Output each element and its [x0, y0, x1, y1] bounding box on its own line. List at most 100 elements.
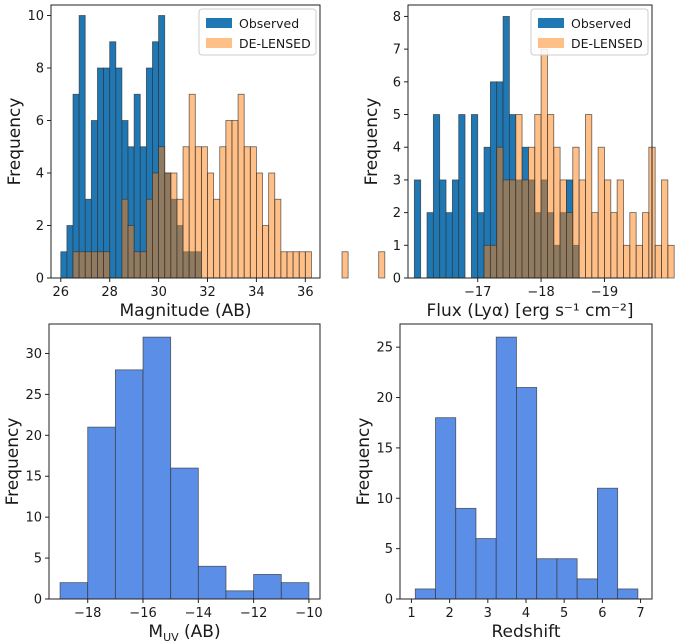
x-tick-label: 2: [445, 606, 453, 621]
y-tick-label: 15: [25, 470, 42, 485]
histogram-bar: [87, 426, 116, 600]
histogram-bar-series-1: [304, 251, 312, 279]
histogram-bar-series-1: [496, 146, 504, 279]
histogram-bar-series-1: [84, 251, 92, 279]
y-tick-label: 4: [393, 141, 401, 156]
histogram-bar-series-1: [97, 251, 104, 279]
histogram-bar-series-0: [426, 212, 434, 279]
histogram-bar-series-0: [477, 212, 485, 279]
y-tick-label: 5: [34, 552, 42, 567]
histogram-bar-series-1: [280, 251, 288, 279]
histogram-bar-series-1: [182, 146, 190, 279]
histogram-bar-series-1: [585, 114, 593, 279]
y-tick-label: 0: [34, 593, 42, 608]
histogram-bar-series-1: [286, 251, 294, 279]
legend-swatch: [538, 38, 564, 48]
histogram-bar-series-0: [78, 15, 86, 279]
y-tick-label: 10: [25, 511, 42, 526]
axes-frame: [48, 323, 321, 600]
y-axis-label: Frequency: [354, 418, 374, 506]
histogram-bar-series-0: [115, 67, 123, 279]
histogram-bar: [414, 588, 436, 600]
histogram-bar-series-1: [378, 251, 386, 279]
histogram-bar-series-1: [566, 212, 574, 279]
y-tick-label: 0: [393, 272, 401, 287]
histogram-bar: [197, 565, 227, 600]
y-tick-label: 0: [385, 593, 393, 608]
histogram-bar-series-1: [188, 93, 196, 279]
histogram-bar: [455, 507, 477, 600]
histogram-bar: [475, 538, 497, 600]
histogram-bar-series-1: [540, 48, 548, 279]
histogram-bar-series-1: [623, 244, 631, 279]
x-tick-label: −18: [527, 285, 554, 300]
histogram-bar-series-1: [635, 244, 643, 279]
histogram-bar: [516, 387, 538, 600]
y-tick-label: 25: [25, 388, 42, 403]
x-tick-label: 5: [560, 606, 568, 621]
histogram-bar-series-1: [256, 172, 263, 279]
histogram-bar-series-1: [604, 179, 612, 279]
x-tick-label: −14: [185, 606, 212, 621]
x-axis-label: Magnitude (AB): [119, 301, 251, 321]
histogram-bar-series-1: [194, 146, 202, 279]
histogram-bar: [597, 487, 619, 600]
legend-label: Observed: [571, 16, 631, 31]
y-tick-label: 20: [376, 391, 393, 406]
histogram-bar: [495, 336, 517, 600]
histogram-bar-series-1: [78, 251, 86, 279]
histogram-bar-series-0: [133, 93, 141, 279]
histogram-bar-series-0: [72, 93, 80, 279]
histogram-bar: [114, 369, 144, 600]
histogram-bar-series-1: [292, 251, 300, 279]
histogram-bar-series-1: [152, 172, 159, 279]
y-axis-label: Frequency: [362, 98, 382, 186]
histogram-bar: [576, 578, 598, 600]
y-tick-label: 8: [36, 62, 44, 77]
y-tick-label: 1: [393, 239, 401, 254]
histogram-bar: [225, 590, 255, 600]
histogram-bar-series-1: [103, 251, 111, 279]
histogram-bar-series-1: [225, 120, 233, 279]
histogram-bar-series-1: [341, 251, 349, 279]
x-axis-label: Redshift: [491, 622, 560, 642]
histogram-bar-series-1: [521, 179, 529, 279]
x-tick-label: −17: [464, 285, 491, 300]
histogram-bar-series-1: [553, 146, 561, 279]
histogram-bar: [142, 336, 172, 600]
y-axis-label: Frequency: [3, 418, 23, 506]
histogram-bar-series-1: [237, 93, 245, 279]
legend-label: DE-LENSED: [571, 36, 643, 51]
histogram-bar-series-1: [170, 172, 178, 279]
y-tick-label: 6: [36, 114, 44, 129]
histogram-bar-series-1: [502, 179, 510, 279]
legend-label: Observed: [239, 16, 299, 31]
histogram-bar-series-1: [90, 251, 98, 279]
histogram-redshift: 1 2 3 4 5 6 7 0 5 10 15 20 25 Frequency Redshift: [354, 323, 653, 642]
histogram-bar-series-1: [243, 146, 251, 279]
x-tick-label: 3: [484, 606, 492, 621]
histogram-bar: [556, 558, 578, 600]
histogram-bar-series-1: [597, 146, 605, 279]
histogram-bar-series-0: [66, 225, 74, 279]
histogram-bar: [536, 558, 558, 600]
histogram-bar-series-1: [547, 114, 555, 279]
histogram-bar-series-1: [515, 114, 523, 279]
histogram-bar-series-1: [654, 244, 662, 279]
histogram-bar-series-0: [413, 179, 422, 279]
histogram-bar-series-0: [445, 212, 453, 279]
histogram-bar-series-1: [145, 198, 153, 279]
histogram-bar-series-1: [200, 146, 208, 279]
histogram-bar-series-1: [268, 172, 276, 279]
histogram-bar: [435, 417, 457, 600]
histogram-bar-series-1: [629, 212, 637, 279]
histogram-bar-series-0: [458, 114, 466, 279]
x-axis-label: Flux (Lyα) [erg s⁻¹ cm⁻²]: [427, 301, 634, 321]
histogram-bar: [253, 574, 282, 600]
y-tick-label: 5: [393, 108, 401, 123]
histogram-bar-series-1: [213, 198, 221, 279]
x-tick-label: 32: [199, 285, 216, 300]
histogram-bar-series-1: [274, 198, 282, 279]
histogram-bar-series-0: [470, 114, 479, 279]
